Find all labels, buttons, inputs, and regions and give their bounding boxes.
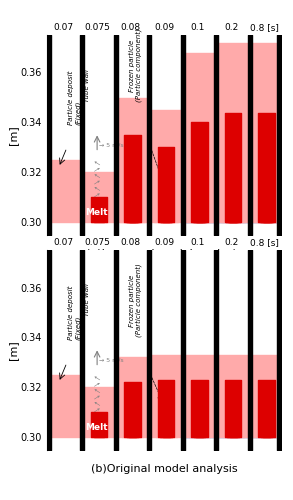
Text: 0.075: 0.075 [84,24,110,32]
Text: Melt: Melt [85,424,108,432]
Text: (a)Improved model analysis: (a)Improved model analysis [86,249,242,259]
Text: Alumina crust: Alumina crust [262,115,268,170]
Text: Frozen particle
(Particle component): Frozen particle (Particle component) [129,28,142,102]
Text: 0.1: 0.1 [190,24,205,32]
Text: 0.2: 0.2 [224,24,238,32]
Text: 0.07: 0.07 [54,24,74,32]
Text: 0.09: 0.09 [154,24,174,32]
Y-axis label: [m]: [m] [8,125,18,145]
Text: 0.8 [s]: 0.8 [s] [250,238,279,248]
Text: 0.8 [s]: 0.8 [s] [250,24,279,32]
Text: 0.1: 0.1 [190,238,205,248]
Text: → 5 m/s: → 5 m/s [99,142,123,148]
Text: 0.07: 0.07 [54,238,74,248]
Text: 0.08: 0.08 [120,238,141,248]
Y-axis label: [m]: [m] [8,340,18,360]
Text: Melt: Melt [85,208,108,218]
Text: Tube wall: Tube wall [84,68,90,102]
Text: Particle deposit
(Fixed): Particle deposit (Fixed) [68,70,81,124]
Text: 0.09: 0.09 [154,238,174,248]
Text: (b)Original model analysis: (b)Original model analysis [91,464,237,474]
Text: 0.075: 0.075 [84,238,110,248]
Text: Frozen particle
(Particle component): Frozen particle (Particle component) [129,264,142,338]
Text: 0.08: 0.08 [120,24,141,32]
Text: Particle deposit
(Fixed): Particle deposit (Fixed) [68,286,81,340]
Text: → 5 m/s: → 5 m/s [99,358,123,362]
Text: 0.2: 0.2 [224,238,238,248]
Text: Tube wall: Tube wall [84,284,90,316]
